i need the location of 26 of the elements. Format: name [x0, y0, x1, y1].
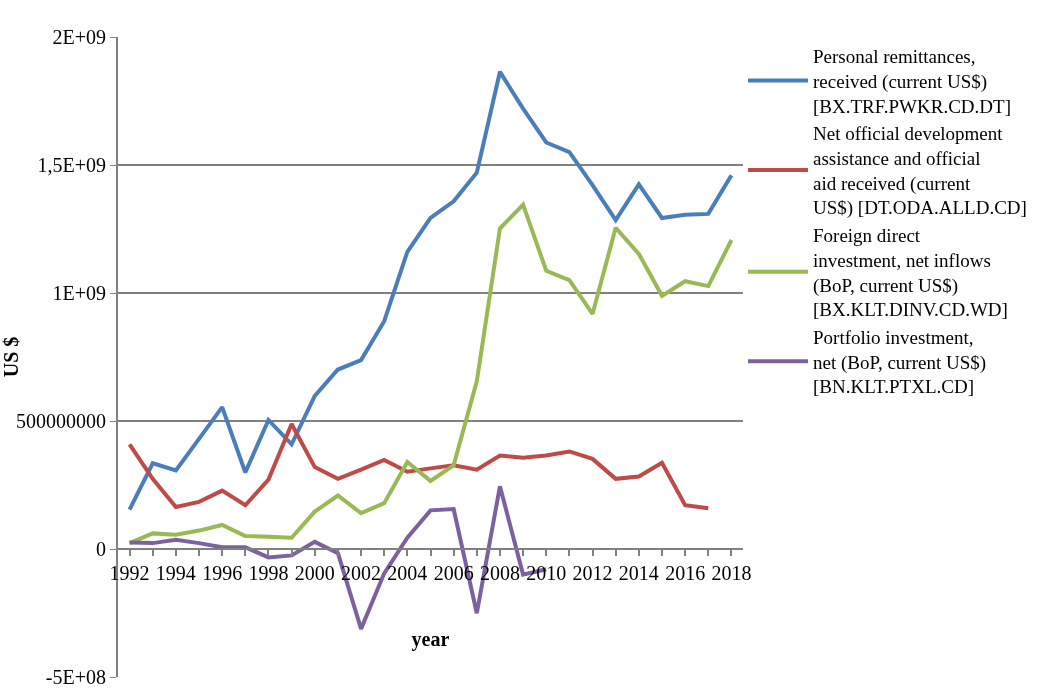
y-tick-label: 1,5E+09 — [37, 154, 106, 176]
x-tick-label: 1996 — [202, 562, 243, 584]
x-tick-label: 2014 — [618, 562, 659, 584]
x-tick-label: 2000 — [294, 562, 335, 584]
y-tick-label: 500000000 — [16, 410, 106, 432]
x-tick-label: 2018 — [711, 562, 752, 584]
x-tick-label: 1994 — [155, 562, 196, 584]
x-axis-title: year — [411, 628, 450, 651]
legend-label: Portfolio investment, net (BoP, current US$) [BN.KLT.PTXL.CD] — [813, 326, 987, 398]
y-axis-title: US $ — [0, 336, 22, 378]
x-tick-label: 1998 — [248, 562, 289, 584]
x-tick-label: 1992 — [109, 562, 150, 584]
x-tick-label: 2010 — [526, 562, 567, 584]
x-tick-label: 2012 — [572, 562, 613, 584]
line-series — [127, 202, 734, 546]
y-tick-label: 0 — [96, 538, 106, 560]
line-series — [127, 69, 734, 512]
x-tick-label: 2004 — [387, 562, 428, 584]
y-tick-label: -5E+08 — [45, 666, 106, 688]
y-tick-label: 2E+09 — [52, 26, 106, 48]
legend-label: Net official development assistance and official aid received (current US$) [DT.ODA.ALLD.CD] — [813, 123, 1027, 220]
x-tick-label: 2016 — [665, 562, 706, 584]
line-series — [127, 422, 711, 511]
legend-label: Personal remittances, received (current US$) [BX.TRF.PWKR.CD.DT] — [813, 46, 1011, 117]
legend-label: Foreign direct investment, net inflows (BoP, current US$) [BX.KLT.DINV.CD.WD] — [813, 225, 1008, 321]
y-tick-label: 1E+09 — [52, 282, 106, 304]
